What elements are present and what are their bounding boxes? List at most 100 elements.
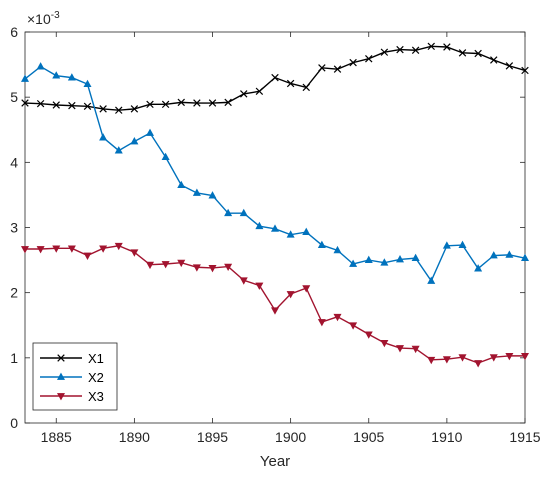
data-point-x3 — [67, 245, 76, 253]
data-point-x3 — [239, 277, 248, 285]
data-point-x3 — [458, 354, 467, 362]
data-point-x1 — [396, 45, 404, 54]
data-point-x3 — [395, 345, 405, 353]
data-point-x2 — [489, 251, 498, 259]
data-point-x3 — [224, 263, 233, 272]
data-point-x1 — [255, 87, 264, 96]
x-tick-label: 1905 — [353, 429, 384, 445]
data-point-x2 — [224, 208, 233, 217]
x-tick-label: 1885 — [41, 429, 72, 445]
data-point-x1 — [458, 49, 467, 57]
data-point-x1 — [380, 48, 389, 56]
data-point-x3 — [99, 245, 108, 253]
data-point-x3 — [427, 356, 436, 365]
data-point-x3 — [161, 261, 170, 269]
data-point-x2 — [364, 255, 373, 263]
data-point-x2 — [192, 188, 201, 196]
data-point-x2 — [130, 137, 139, 145]
legend-label-x3: X3 — [88, 389, 104, 404]
y-tick-label: 2 — [10, 285, 18, 301]
series-x2 — [20, 62, 530, 284]
legend-label-x1: X1 — [88, 351, 104, 366]
data-point-x3 — [255, 282, 264, 290]
data-point-x1 — [36, 99, 45, 108]
data-point-x2 — [380, 258, 389, 266]
data-point-x2 — [52, 71, 61, 79]
data-point-x3 — [36, 246, 45, 254]
data-point-x1 — [271, 73, 279, 82]
data-point-x3 — [364, 331, 373, 339]
data-point-x2 — [302, 227, 311, 235]
data-point-x3 — [489, 354, 498, 362]
legend-items: X1 X2 X3 — [40, 351, 104, 404]
data-point-x2 — [161, 152, 170, 161]
y-tick-label: 0 — [10, 415, 18, 431]
data-point-x2 — [83, 79, 92, 88]
data-point-x3 — [286, 291, 295, 299]
data-point-x3 — [411, 345, 420, 354]
data-point-x2 — [474, 264, 483, 272]
data-point-x1 — [193, 99, 201, 107]
data-point-x2 — [520, 253, 530, 262]
data-point-x2 — [239, 208, 248, 217]
data-point-x3 — [192, 264, 201, 272]
data-point-x2 — [99, 133, 108, 141]
data-point-x3 — [349, 322, 358, 330]
data-point-x3 — [380, 339, 389, 348]
legend-marker-x2 — [56, 372, 66, 380]
y-axis-multiplier: ×10 — [27, 11, 51, 27]
data-point-x3 — [52, 245, 61, 253]
y-axis-exponent-value: -3 — [51, 10, 60, 21]
data-point-x3 — [177, 259, 186, 268]
data-point-x1 — [349, 58, 357, 67]
data-point-x3 — [333, 313, 342, 322]
x-tick-label: 1890 — [119, 429, 150, 445]
y-tick-label: 6 — [10, 24, 18, 40]
legend-marker-x1 — [57, 354, 65, 362]
data-point-x3 — [474, 360, 483, 368]
data-point-x1 — [83, 102, 92, 111]
legend-item-x1: X1 — [40, 351, 104, 366]
data-point-x2 — [286, 230, 295, 238]
data-point-x1 — [52, 101, 60, 109]
data-point-x2 — [114, 146, 123, 154]
x-tick-label: 1900 — [275, 429, 306, 445]
data-point-x2 — [20, 74, 30, 82]
data-point-x2 — [270, 224, 280, 232]
x-axis-label: Year — [260, 453, 290, 470]
x-tick-label: 1915 — [509, 429, 540, 445]
y-tick-label: 3 — [10, 220, 18, 236]
data-point-x3 — [114, 242, 123, 251]
data-point-x1 — [286, 79, 295, 88]
y-tick-label: 4 — [10, 154, 18, 170]
data-point-x1 — [99, 105, 107, 113]
data-point-x1 — [427, 42, 435, 51]
data-point-x1 — [130, 105, 139, 113]
legend-item-x2: X2 — [40, 370, 104, 385]
legend-label-x2: X2 — [88, 370, 104, 385]
data-point-x1 — [208, 99, 217, 107]
data-point-x1 — [411, 46, 420, 54]
data-point-x3 — [317, 319, 326, 327]
series-layer — [20, 42, 530, 368]
data-point-x2 — [349, 259, 358, 267]
series-x3 — [20, 242, 530, 368]
legend-marker-x3 — [56, 393, 66, 401]
data-point-x2 — [145, 128, 155, 136]
x-tick-label: 1895 — [197, 429, 228, 445]
data-point-x3 — [302, 285, 311, 293]
data-point-x1 — [115, 106, 123, 114]
data-point-x1 — [146, 100, 154, 109]
data-point-x3 — [83, 252, 92, 260]
data-point-x1 — [365, 54, 373, 63]
data-point-x1 — [177, 98, 185, 107]
data-point-x2 — [411, 253, 420, 262]
data-point-x1 — [505, 62, 514, 70]
axis-ticks: 1885 1890 1895 1900 1905 1910 1915 0 1 2 3 4 5 6 — [10, 24, 541, 445]
data-point-x2 — [505, 250, 514, 258]
data-point-x1 — [161, 100, 170, 109]
data-point-x2 — [442, 241, 451, 249]
data-point-x2 — [255, 221, 264, 230]
data-point-x1 — [490, 56, 498, 64]
